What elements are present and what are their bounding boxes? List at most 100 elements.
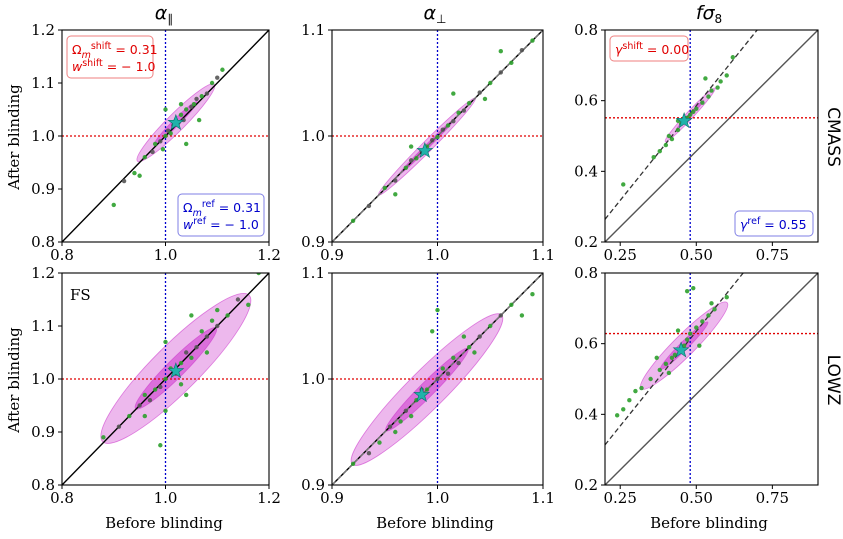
data-point — [445, 123, 451, 128]
diagonal-line — [605, 30, 818, 242]
xlabel-right: Before blinding — [650, 514, 768, 532]
y-tick-label: 0.9 — [301, 233, 325, 251]
annotation-line: wref = − 1.0 — [183, 216, 259, 232]
xlabel-left: Before blinding — [105, 514, 223, 532]
data-point — [408, 413, 414, 419]
data-point — [466, 100, 472, 106]
data-point — [178, 112, 184, 118]
data-point — [456, 360, 461, 366]
y-tick-label: 0.4 — [574, 405, 598, 423]
x-tick-label: 0.25 — [604, 489, 637, 507]
data-point — [204, 334, 210, 339]
data-point — [121, 178, 127, 184]
data-point — [366, 203, 372, 209]
data-point — [152, 141, 158, 147]
mean-star-marker — [167, 362, 185, 379]
y-tick-label: 0.6 — [574, 92, 598, 110]
data-point — [445, 371, 451, 376]
panel-lowz-fsigma8: 0.2 0.4 0.6 0.8 0.25 0.50 0.75 — [574, 264, 819, 507]
panel-plot-area — [605, 30, 818, 242]
data-point — [684, 288, 690, 294]
y-tick-label: 1.1 — [31, 317, 55, 335]
data-point — [488, 323, 493, 329]
data-point — [393, 178, 398, 183]
data-point — [209, 80, 215, 86]
panel-plot-area — [332, 30, 543, 242]
data-point — [688, 112, 693, 118]
data-point — [669, 355, 675, 360]
title-fsigma8: fσ8 — [696, 2, 722, 26]
annotation-line: γshift = 0.00 — [615, 41, 689, 57]
data-point — [350, 218, 356, 223]
data-point — [669, 136, 675, 142]
data-point — [215, 75, 220, 80]
data-point — [132, 170, 137, 176]
data-point — [657, 367, 662, 373]
panel-cmass-alpha-perp: 0.9 1.0 1.1 0.9 1.0 1.1 — [301, 21, 555, 264]
y-tick-label: 1.0 — [301, 370, 325, 388]
data-point — [456, 110, 461, 115]
data-point — [614, 413, 620, 418]
data-point — [204, 350, 210, 355]
title-alpha-parallel: α∥ — [155, 2, 174, 26]
data-point — [712, 307, 717, 312]
data-point — [440, 366, 445, 371]
data-point — [116, 424, 122, 429]
x-tick-label: 0.50 — [680, 246, 713, 264]
data-point — [147, 398, 153, 403]
data-point — [178, 382, 184, 387]
data-point — [184, 392, 189, 398]
data-point — [127, 413, 132, 419]
data-point — [663, 142, 669, 148]
x-tick-label: 1.2 — [257, 489, 281, 507]
y-tick-label: 0.2 — [574, 233, 598, 251]
panel-frame — [604, 272, 819, 486]
y-tick-label: 0.8 — [31, 476, 55, 494]
data-point — [435, 376, 440, 382]
y-tick-label: 1.1 — [31, 74, 55, 92]
data-point — [189, 355, 194, 360]
x-tick-label: 0.50 — [680, 489, 713, 507]
data-point — [700, 319, 705, 324]
panel-lowz-alpha-par: 0.8 0.9 1.0 1.1 1.2 0.8 1.0 1.2 FS — [31, 264, 281, 507]
row-label-lowz: LOWZ — [823, 355, 843, 406]
data-point — [111, 202, 116, 208]
data-point — [688, 331, 693, 336]
title-alpha-perp: α⊥ — [424, 2, 447, 26]
data-point — [498, 70, 503, 75]
data-point — [137, 403, 142, 408]
data-point — [724, 73, 729, 78]
x-tick-label: 0.75 — [756, 246, 789, 264]
data-point — [435, 134, 440, 140]
data-point — [194, 345, 199, 350]
x-tick-label: 1.0 — [426, 489, 450, 507]
data-point — [724, 295, 729, 300]
data-point — [694, 106, 699, 111]
data-point — [440, 127, 445, 132]
mean-star-marker — [413, 385, 431, 403]
data-point — [142, 155, 147, 160]
shifted-diagonal-line — [332, 273, 543, 485]
y-tick-label: 1.0 — [31, 370, 55, 388]
x-tick-label: 0.75 — [756, 489, 789, 507]
data-point — [451, 91, 456, 96]
y-tick-label: 0.9 — [301, 476, 325, 494]
x-tick-label: 0.25 — [604, 246, 637, 264]
data-point — [163, 408, 168, 413]
xlabel-middle: Before blinding — [376, 514, 494, 532]
panel-cmass-fsigma8: 0.2 0.4 0.6 0.8 0.25 0.50 0.75 γshift = 0.00 γre… — [574, 21, 819, 264]
data-point — [101, 435, 106, 440]
data-point — [158, 384, 163, 390]
data-point — [519, 47, 525, 53]
data-point — [648, 376, 653, 382]
data-point — [706, 94, 711, 99]
ylabel-bottom: After blinding — [5, 327, 23, 434]
data-point — [184, 141, 189, 147]
data-point — [651, 155, 656, 160]
y-tick-label: 1.1 — [301, 264, 325, 282]
y-tick-label: 0.8 — [31, 233, 55, 251]
annotation-frame — [609, 35, 689, 62]
fs-label: FS — [70, 286, 91, 304]
